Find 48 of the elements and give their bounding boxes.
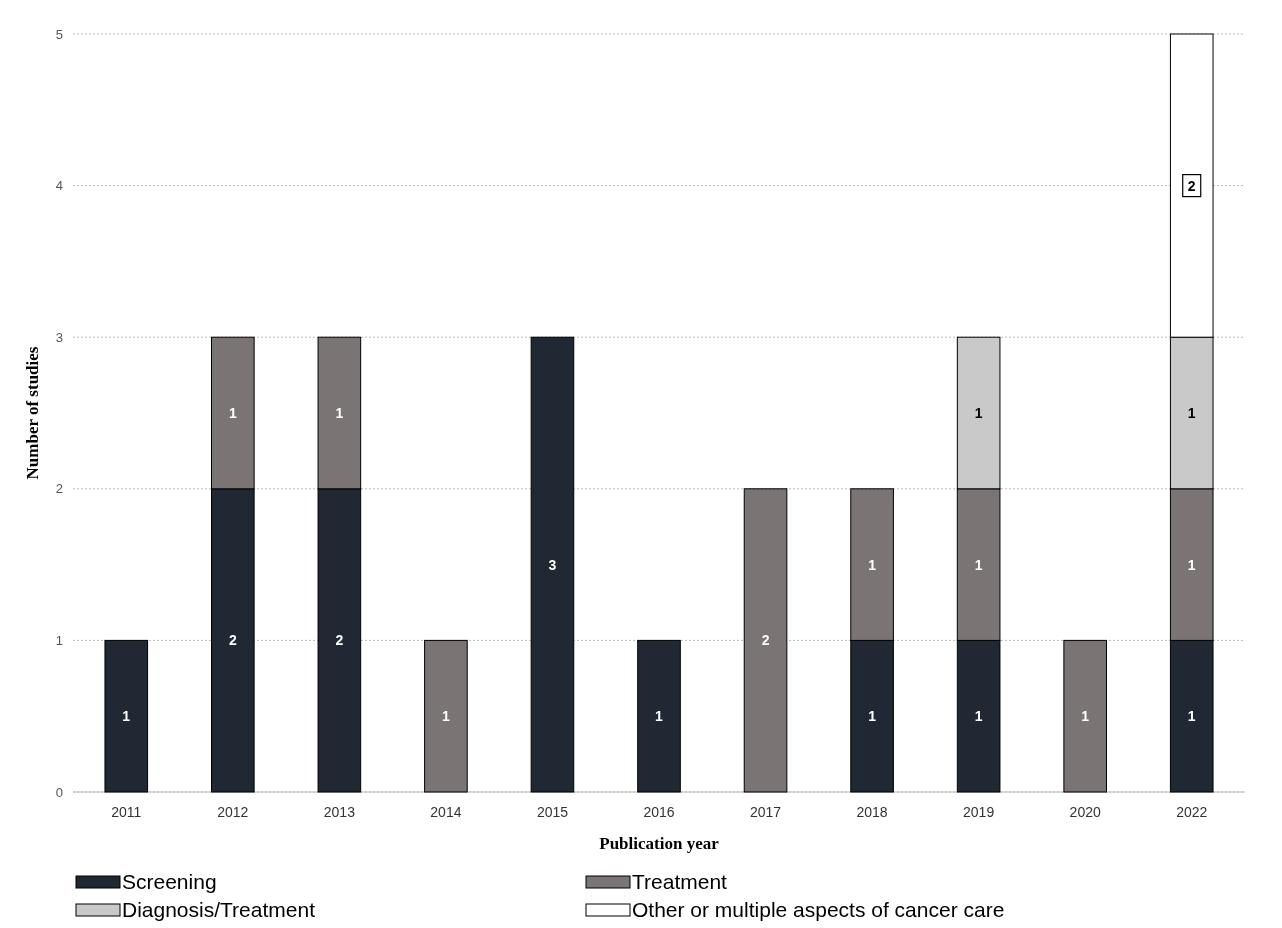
legend-label: Other or multiple aspects of cancer care	[632, 898, 1005, 922]
data-label: 1	[1081, 708, 1090, 725]
data-label: 1	[1187, 404, 1196, 421]
data-label: 2	[1187, 177, 1196, 194]
x-tick-label: 2014	[430, 804, 462, 820]
data-label: 1	[1187, 708, 1196, 725]
y-tick-label: 1	[55, 632, 63, 648]
x-tick-label: 2019	[963, 804, 995, 820]
data-label: 1	[442, 708, 451, 725]
bar	[1063, 639, 1107, 793]
data-label: 1	[1187, 556, 1196, 573]
y-tick-label: 5	[55, 26, 63, 42]
x-tick-label: 2018	[856, 804, 888, 820]
data-label: 2	[335, 632, 344, 649]
x-tick-label: 2017	[749, 804, 782, 820]
data-label: 2	[228, 632, 237, 649]
data-label: 1	[974, 556, 983, 573]
data-label: 1	[868, 708, 877, 725]
x-tick-label: 2020	[1069, 804, 1101, 820]
data-label: 2	[761, 632, 770, 649]
x-tick-label: 2011	[111, 804, 142, 820]
bar	[743, 488, 788, 793]
y-tick-label: 0	[55, 784, 63, 800]
data-label: 1	[974, 404, 983, 421]
x-axis-title: Publication year	[599, 834, 720, 853]
data-label: 1	[122, 708, 131, 725]
data-label: 1	[655, 708, 664, 725]
bar	[424, 639, 468, 793]
data-label: 1	[974, 708, 983, 725]
x-tick-label: 2015	[536, 804, 569, 820]
data-label: 1	[335, 404, 344, 421]
bar	[104, 639, 149, 793]
x-tick-label: 2016	[643, 804, 675, 820]
legend-label: Diagnosis/Treatment	[122, 898, 316, 922]
y-axis-title: Number of studies	[23, 346, 42, 480]
y-tick-label: 3	[55, 329, 63, 345]
data-label: 1	[868, 556, 877, 573]
bar	[530, 336, 575, 793]
x-tick-label: 2022	[1176, 804, 1208, 820]
bar	[637, 639, 681, 793]
y-tick-label: 2	[55, 481, 63, 497]
legend-label: Screening	[122, 870, 217, 894]
y-tick-label: 4	[55, 178, 63, 194]
data-label: 1	[228, 404, 237, 421]
data-label: 3	[548, 556, 557, 573]
x-tick-label: 2013	[323, 804, 356, 820]
legend-label: Treatment	[632, 870, 728, 894]
x-tick-label: 2012	[217, 804, 249, 820]
